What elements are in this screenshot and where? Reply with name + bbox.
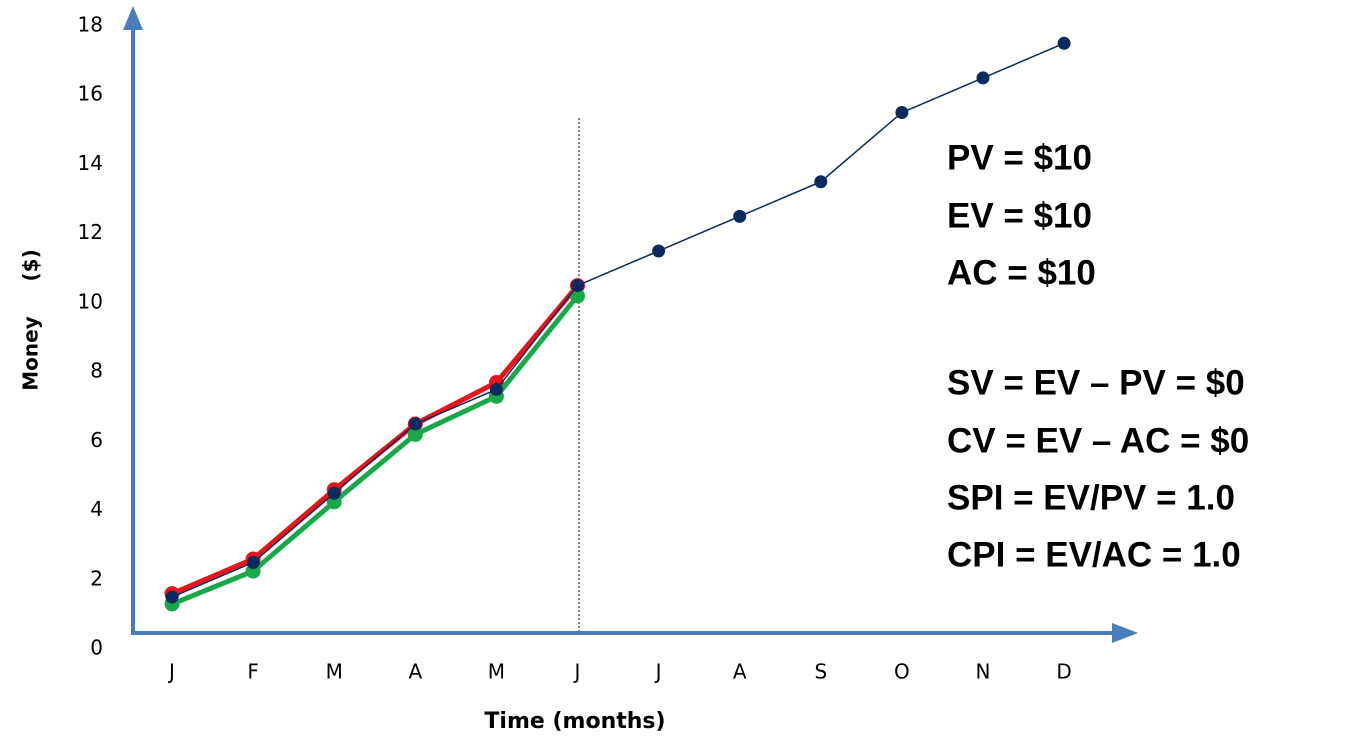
y-tick-label: 8 [90, 359, 103, 383]
data-point [489, 382, 503, 396]
annotation: PV = $10 [947, 138, 1092, 177]
x-tick-label: J [167, 660, 175, 684]
x-tick-label: N [976, 660, 991, 684]
annotation: AC = $10 [947, 253, 1096, 292]
y-tick-label: 14 [78, 151, 103, 175]
y-tick-label: 10 [78, 289, 103, 313]
y-tick-label: 4 [90, 497, 103, 521]
x-tick-label: D [1056, 660, 1071, 684]
y-axis-label: Money ($) [19, 249, 43, 391]
x-axis-arrow [1112, 623, 1138, 643]
data-point [814, 175, 828, 189]
data-point [327, 486, 341, 500]
data-point [733, 209, 747, 223]
y-tick-label: 16 [78, 82, 103, 106]
data-point [165, 590, 179, 604]
x-tick-label: J [654, 660, 662, 684]
annotation: EV = $10 [947, 196, 1092, 235]
annotation: SPI = EV/PV = 1.0 [947, 478, 1235, 517]
x-tick-label: J [573, 660, 581, 684]
series-line [171, 294, 580, 607]
x-tick-label: O [894, 660, 910, 684]
y-axis-arrow [123, 6, 143, 30]
x-axis-label: Time (months) [484, 709, 665, 734]
x-tick-label: A [733, 660, 747, 684]
x-tick-label: M [488, 660, 505, 684]
x-tick-label: A [408, 660, 422, 684]
y-tick-label: 0 [90, 636, 103, 660]
x-tick-label: M [326, 660, 343, 684]
y-tick-label: 2 [90, 566, 103, 590]
y-tick-label: 12 [78, 220, 103, 244]
data-point [407, 426, 423, 442]
x-tick-label: S [814, 660, 827, 684]
data-point [652, 244, 666, 258]
annotation: SV = EV – PV = $0 [947, 363, 1245, 402]
x-tick-label: F [247, 660, 259, 684]
data-point [571, 279, 584, 293]
data-point [570, 288, 585, 304]
data-point [895, 106, 909, 120]
series-line [171, 283, 580, 596]
annotation: CPI = EV/AC = 1.0 [947, 535, 1241, 574]
data-point [976, 71, 990, 85]
y-tick-label: 6 [90, 428, 103, 452]
data-point [1057, 36, 1071, 50]
y-tick-label: 18 [78, 13, 103, 37]
series-line [171, 42, 1065, 598]
annotation: CV = EV – AC = $0 [947, 421, 1249, 460]
data-point [408, 417, 422, 431]
data-point [246, 555, 260, 569]
